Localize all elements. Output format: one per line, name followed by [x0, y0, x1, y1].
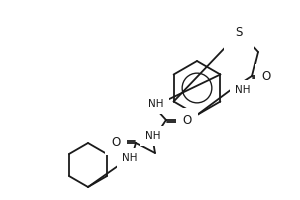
Text: NH: NH — [235, 85, 250, 95]
Text: NH: NH — [122, 153, 138, 163]
Text: S: S — [235, 25, 243, 38]
Text: O: O — [111, 136, 121, 150]
Text: NH: NH — [145, 131, 161, 141]
Text: O: O — [261, 70, 271, 82]
Text: NH: NH — [148, 99, 164, 109]
Text: O: O — [182, 114, 192, 127]
